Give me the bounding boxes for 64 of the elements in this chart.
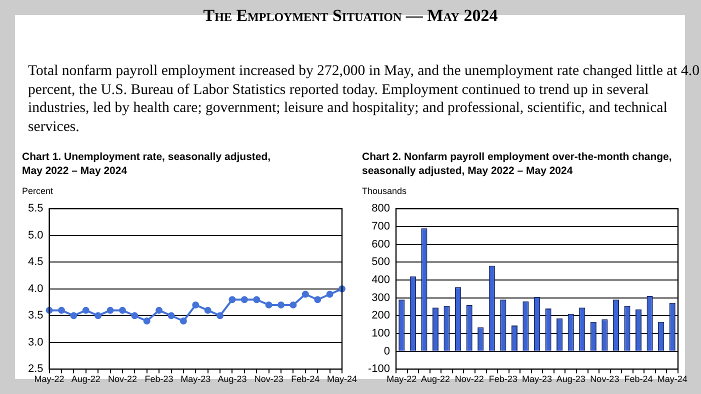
- x-tick-label: Nov-23: [254, 374, 284, 384]
- point: [290, 301, 297, 308]
- y-tick-label: 300: [372, 292, 390, 304]
- x-tick-label: May-24: [326, 374, 358, 384]
- x-tick-label: Feb-23: [488, 374, 518, 384]
- y-tick-label: 500: [372, 256, 390, 268]
- y-tick-label: 2.5: [28, 363, 44, 376]
- chart-title: Chart 2. Nonfarm payroll employment over-the-month change, seasonally adjusted, May 2022 – May 2024: [362, 150, 672, 178]
- x-tick-label: Feb-24: [291, 374, 320, 384]
- y-tick-label: 100: [372, 328, 390, 340]
- point: [143, 318, 150, 325]
- point: [314, 296, 322, 304]
- x-tick-label: Feb-24: [624, 374, 653, 384]
- x-tick-label: May-22: [34, 374, 64, 384]
- point: [118, 306, 126, 314]
- y-tick-label: 4.0: [28, 282, 44, 295]
- y-tick-label: 600: [372, 238, 390, 250]
- y-tick-label: 400: [372, 274, 390, 286]
- x-tick-label: May-23: [180, 374, 211, 384]
- point: [106, 306, 114, 314]
- x-tick-label: Nov-22: [454, 374, 484, 384]
- y-tick-label: 200: [372, 310, 390, 322]
- point: [168, 312, 175, 320]
- point: [228, 296, 236, 304]
- text: Total nonfarm payroll employment increased by 272,000 in May, and the unemployment rate changed little at 4.0 percent, the U.S. Bureau of Labor Statistics reported today. Employment continued to trend up in several industries, led by health care; government; leisure and hospitality; and professional, scientific, and technical services.: [28, 62, 700, 136]
- point: [192, 301, 200, 308]
- y-axis-title: Thousands: [362, 186, 408, 196]
- point: [302, 290, 309, 298]
- point: [278, 301, 285, 308]
- x-tick-label: May-22: [386, 374, 417, 384]
- point: [94, 312, 102, 320]
- x-tick-label: Aug-22: [420, 374, 450, 384]
- point: [180, 318, 187, 325]
- y-tick-label: 5.5: [28, 202, 44, 215]
- y-tick-label: 0: [384, 345, 390, 358]
- x-tick-label: Nov-22: [108, 374, 137, 384]
- point: [131, 312, 138, 320]
- y-tick-label: 800: [372, 202, 390, 215]
- point: [58, 306, 65, 314]
- point: [216, 312, 224, 320]
- y-tick-label: 5.0: [28, 229, 44, 242]
- x-tick-label: Nov-23: [590, 374, 620, 384]
- y-tick-label: 4.5: [28, 256, 44, 268]
- x-tick-label: Aug-22: [71, 374, 100, 384]
- x-tick-label: Feb-23: [144, 374, 174, 384]
- x-tick-label: Aug-23: [556, 374, 586, 384]
- point: [156, 306, 163, 314]
- x-tick-label: May-23: [522, 374, 552, 384]
- text: The Employment Situation — May 2024: [202, 6, 499, 26]
- chart-title: Chart 1. Unemployment rate, seasonally adjusted, May 2022 – May 2024: [22, 150, 272, 178]
- point: [265, 301, 272, 308]
- y-axis-title: Percent: [22, 186, 54, 196]
- y-tick-label: 700: [372, 220, 390, 232]
- x-tick-label: Aug-23: [218, 374, 247, 384]
- point: [253, 296, 260, 304]
- point: [204, 306, 212, 314]
- point: [240, 296, 248, 304]
- point: [82, 306, 90, 314]
- point: [70, 312, 78, 320]
- x-tick-label: May-24: [657, 374, 688, 384]
- y-tick-label: 3.0: [28, 336, 44, 348]
- y-tick-label: 3.5: [28, 310, 44, 322]
- point: [326, 290, 334, 298]
- y-tick-label: -100: [368, 363, 390, 376]
